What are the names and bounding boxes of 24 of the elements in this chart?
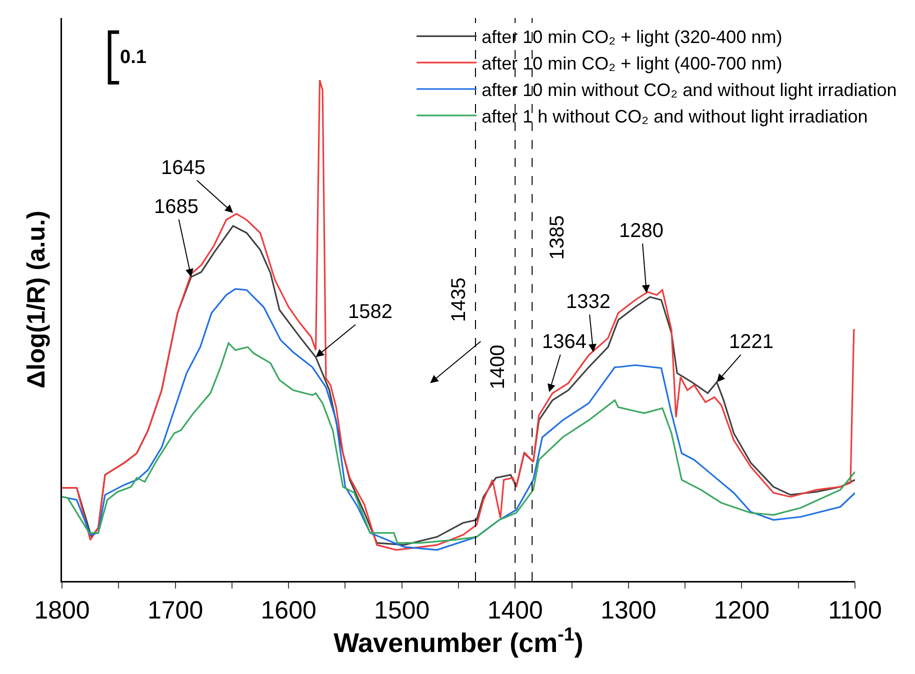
y-axis-title: Δlog(1/R) (a.u.) bbox=[22, 210, 50, 388]
x-tick-label: 1600 bbox=[260, 596, 316, 624]
legend-label: after 10 min CO₂ + light (400-700 nm) bbox=[482, 54, 782, 74]
x-tick-label: 1100 bbox=[828, 596, 882, 624]
legend-label: after 1 h without CO₂ and without light irradiation bbox=[482, 106, 868, 126]
ref-line-label: 1385 bbox=[546, 215, 569, 260]
annotation: 1645 bbox=[161, 157, 206, 179]
annotation: 1332 bbox=[566, 291, 610, 313]
x-tick-label: 1200 bbox=[714, 596, 770, 624]
annotation: 1685 bbox=[154, 196, 198, 218]
annotation: 1221 bbox=[729, 331, 774, 353]
ref-line-label: 1400 bbox=[487, 344, 510, 390]
x-tick-label: 1500 bbox=[374, 596, 430, 624]
x-tick-label: 1700 bbox=[147, 596, 204, 624]
x-tick-label: 1400 bbox=[487, 596, 543, 624]
ref-line-label: 1435 bbox=[448, 277, 470, 322]
x-tick-label: 1800 bbox=[34, 596, 90, 624]
annotation: 1582 bbox=[348, 301, 392, 323]
annotation: 1280 bbox=[619, 220, 664, 242]
annotation: 1364 bbox=[542, 331, 586, 353]
x-axis-title: Wavenumber (cm$^{-1}$) bbox=[334, 624, 584, 658]
legend-label: after 10 min CO₂ + light (320-400 nm) bbox=[482, 27, 782, 48]
text: 0.1 bbox=[120, 47, 147, 68]
x-tick-label: 1300 bbox=[600, 596, 656, 624]
